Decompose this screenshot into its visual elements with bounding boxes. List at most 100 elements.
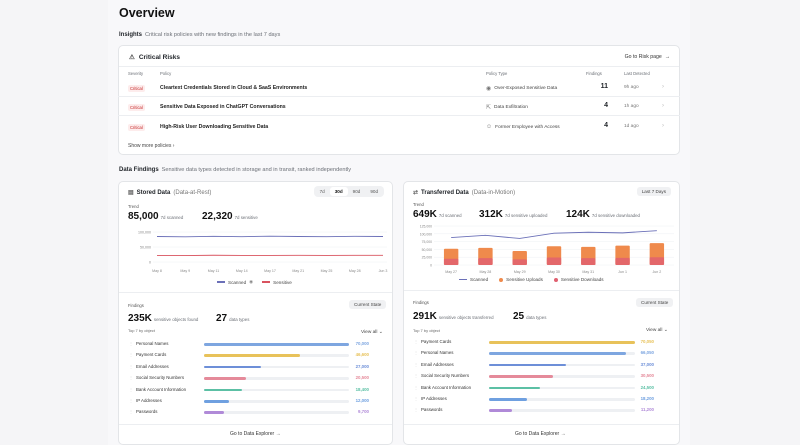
- data-type-bar: [204, 388, 242, 392]
- risk-row[interactable]: Critical High-Risk User Downloading Sensi…: [118, 119, 680, 135]
- data-type-bar-track: [489, 398, 635, 401]
- data-type-row[interactable]: Bank Account Information 18,400: [119, 385, 389, 396]
- data-type-row[interactable]: Passwords 9,700: [119, 407, 389, 418]
- data-type-bar: [489, 409, 513, 412]
- x-tick-label: May 11: [208, 269, 220, 273]
- data-type-count: 66,050: [640, 350, 654, 356]
- risk-row[interactable]: Critical Sensitive Data Exposed in ChatGP…: [118, 99, 680, 116]
- data-type-bar: [204, 354, 300, 357]
- data-type-row[interactable]: Social Security Numbers 30,500: [404, 371, 674, 382]
- data-type-row[interactable]: Payment Cards 70,050: [404, 337, 674, 348]
- stored-scanned-value: 85,000: [128, 211, 159, 222]
- arrow-right-icon: →: [275, 431, 281, 437]
- transferred-view-all-link[interactable]: View all ⌄: [646, 328, 668, 333]
- stored-go-to-explorer-link[interactable]: Go to Data Explorer →: [230, 431, 281, 437]
- y-tick-label: 100,000: [138, 231, 151, 235]
- show-more-policies-link[interactable]: Show more policies ›: [128, 143, 174, 149]
- data-type-row[interactable]: Personal Names 70,000: [119, 339, 389, 350]
- data-type-row[interactable]: Payment Cards 46,600: [119, 350, 389, 361]
- range-option[interactable]: 30d: [329, 187, 348, 196]
- x-tick-label: May 9: [180, 269, 190, 273]
- transferred-top-label: Top 7 by object: [413, 328, 440, 333]
- range-option[interactable]: 7d: [319, 189, 325, 194]
- transferred-scanned-label: 7d scanned: [438, 213, 462, 218]
- data-type-bar: [204, 377, 247, 380]
- stored-sensitive-metric: 22,320 7d sensitive: [202, 211, 258, 222]
- data-type-count: 11,200: [640, 407, 654, 413]
- bar-sensitive-downloads: [649, 257, 665, 265]
- go-to-risk-page-label: Go to Risk page: [624, 54, 662, 60]
- view-all-label: View all: [361, 330, 378, 335]
- user-icon: ☺: [486, 124, 493, 130]
- y-tick-label: 0: [149, 261, 151, 265]
- policy-type-label: Data Exfiltration: [494, 105, 528, 110]
- data-type-row[interactable]: Email Addresses 37,000: [404, 360, 674, 371]
- go-to-risk-page-link[interactable]: Go to Risk page →: [625, 54, 670, 60]
- data-type-row[interactable]: Social Security Numbers 20,500: [119, 373, 389, 384]
- policy-name: Cleartext Credentials Stored in Cloud & …: [160, 85, 308, 91]
- transferred-go-to-explorer-link[interactable]: Go to Data Explorer →: [515, 431, 566, 437]
- bar-sensitive-downloads: [546, 257, 562, 265]
- eye-icon[interactable]: ◉: [249, 279, 254, 284]
- exfil-icon: ⇱: [486, 105, 492, 111]
- series-line-scanned: [156, 235, 384, 238]
- data-type-row[interactable]: IP Addresses 12,000: [119, 396, 389, 407]
- transferred-data-card: ⇄ Transferred Data (Data-in-Motion) Last…: [403, 181, 680, 445]
- chevron-down-icon: ⌄: [378, 330, 383, 335]
- arrow-right-icon: →: [560, 431, 566, 437]
- chevron-down-icon: ⌄: [663, 328, 668, 333]
- legend-swatch-scanned: [459, 278, 467, 281]
- critical-risks-card: ⚠ Critical Risks Go to Risk page →: [118, 45, 680, 155]
- transferred-downloaded-label: 7d sensitive downloaded: [591, 213, 640, 218]
- data-type-count: 46,600: [355, 352, 369, 358]
- range-option[interactable]: 90d: [370, 189, 378, 194]
- stored-data-card: ▤ Stored Data (Data-at-Rest) 7d 30d 90d 90d…: [118, 181, 393, 445]
- transferred-found-value: 291K: [413, 311, 437, 322]
- data-type-row[interactable]: Passwords 11,200: [404, 405, 674, 416]
- legend-uploads-label: Sensitive Uploads: [506, 277, 543, 282]
- stored-current-state-pill: Current State: [349, 300, 387, 309]
- data-type-row[interactable]: Personal Names 66,050: [404, 348, 674, 359]
- data-type-name: Email Addresses: [129, 364, 169, 369]
- chevron-right-icon[interactable]: ›: [662, 123, 664, 129]
- x-tick-label: May 17: [264, 269, 276, 273]
- x-tick-label: May 28: [349, 269, 361, 273]
- severity-badge: Critical: [128, 85, 145, 92]
- transferred-types-label: data types: [526, 315, 547, 320]
- insights-label: Insights: [119, 32, 143, 38]
- data-type-bar-track: [204, 400, 349, 403]
- y-tick-label: 125,000: [420, 225, 432, 229]
- transferred-uploaded-metric: 312K 7d sensitive uploaded: [479, 209, 547, 220]
- page-title: Overview: [119, 6, 175, 20]
- legend-swatch-scanned: [217, 281, 225, 283]
- stored-found-label: sensitive objects found: [153, 317, 199, 322]
- data-type-name: Bank Account Information: [129, 387, 186, 392]
- stored-top-label: Top 7 by object: [128, 328, 155, 333]
- stored-view-all-link[interactable]: View all ⌄: [361, 330, 383, 335]
- transferred-legend: Scanned Sensitive Uploads Sensitive Down…: [459, 277, 604, 282]
- data-type-bar: [489, 398, 527, 401]
- data-type-count: 70,000: [355, 341, 369, 346]
- x-tick-label: Jun 2: [652, 270, 661, 274]
- chevron-right-icon[interactable]: ›: [662, 103, 664, 109]
- col-findings: Findings: [586, 71, 602, 76]
- x-tick-label: May 27: [445, 270, 457, 274]
- data-type-row[interactable]: Bank Account Information 24,500: [404, 383, 674, 394]
- chevron-right-icon[interactable]: ›: [662, 84, 664, 90]
- data-type-name: Bank Account Information: [414, 385, 471, 390]
- policy-type-label: Former Employee with Access: [495, 124, 560, 130]
- transferred-scanned-value: 649K: [413, 209, 437, 220]
- data-type-count: 20,500: [355, 375, 369, 381]
- transferred-found-label: sensitive objects transferred: [438, 315, 494, 320]
- view-all-label: View all: [646, 328, 663, 333]
- data-type-row[interactable]: IP Addresses 18,200: [404, 394, 674, 405]
- insights-desc: Critical risk policies with new findings…: [145, 32, 281, 38]
- severity-badge: Critical: [128, 124, 145, 131]
- data-type-row[interactable]: Email Addresses 27,000: [119, 362, 389, 373]
- risk-row[interactable]: Critical Cleartext Credentials Stored in …: [118, 80, 680, 97]
- card-divider: [119, 66, 679, 67]
- data-type-bar-track: [204, 411, 349, 414]
- stored-legend: Scanned ◉ Sensitive: [217, 279, 292, 285]
- range-option[interactable]: 90d: [352, 189, 361, 194]
- last-7-days-pill[interactable]: Last 7 Days: [636, 187, 671, 196]
